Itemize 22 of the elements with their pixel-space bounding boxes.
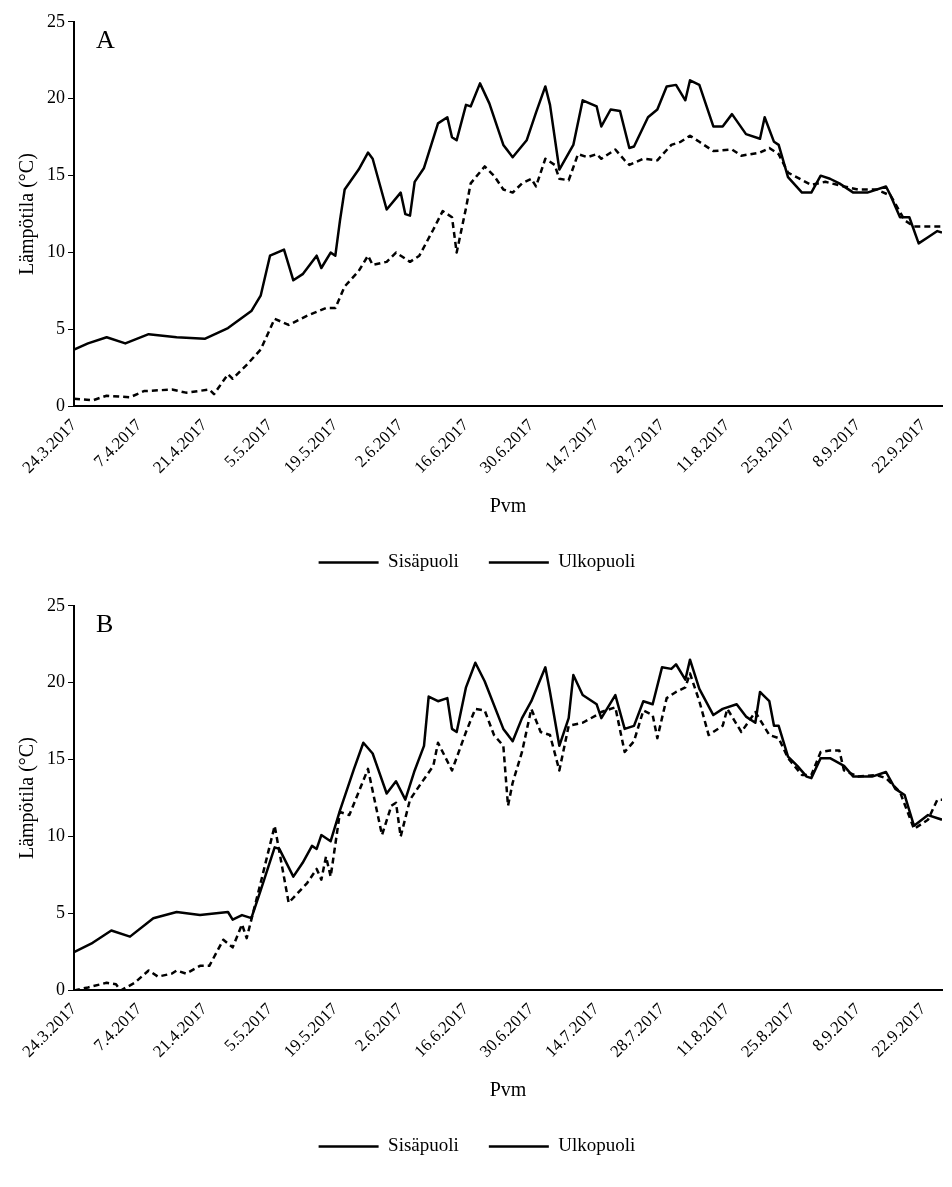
- y-tick-label: 5: [56, 318, 65, 339]
- y-tick-label: 25: [47, 10, 65, 31]
- y-tick-label: 20: [47, 671, 65, 692]
- legend-label: Sisäpuoli: [388, 550, 459, 572]
- y-tick-label: 25: [47, 594, 65, 615]
- chart-title: B: [96, 608, 114, 638]
- y-axis-title: Lämpötila (°C): [15, 153, 39, 276]
- chart-title: A: [96, 24, 115, 54]
- y-tick-label: 0: [56, 395, 65, 416]
- x-axis-title: Pvm: [489, 494, 527, 517]
- y-tick-label: 15: [47, 748, 65, 769]
- y-tick-label: 0: [56, 979, 65, 1000]
- legend-label: Ulkopuoli: [558, 550, 636, 572]
- y-tick-label: 10: [47, 241, 65, 262]
- y-tick-label: 20: [47, 87, 65, 108]
- legend-label: Sisäpuoli: [388, 1134, 459, 1156]
- y-tick-label: 5: [56, 902, 65, 923]
- y-tick-label: 15: [47, 164, 65, 185]
- y-tick-label: 10: [47, 825, 65, 846]
- y-axis-title: Lämpötila (°C): [15, 737, 39, 860]
- x-axis-title: Pvm: [489, 1078, 527, 1101]
- legend-label: Ulkopuoli: [558, 1134, 636, 1156]
